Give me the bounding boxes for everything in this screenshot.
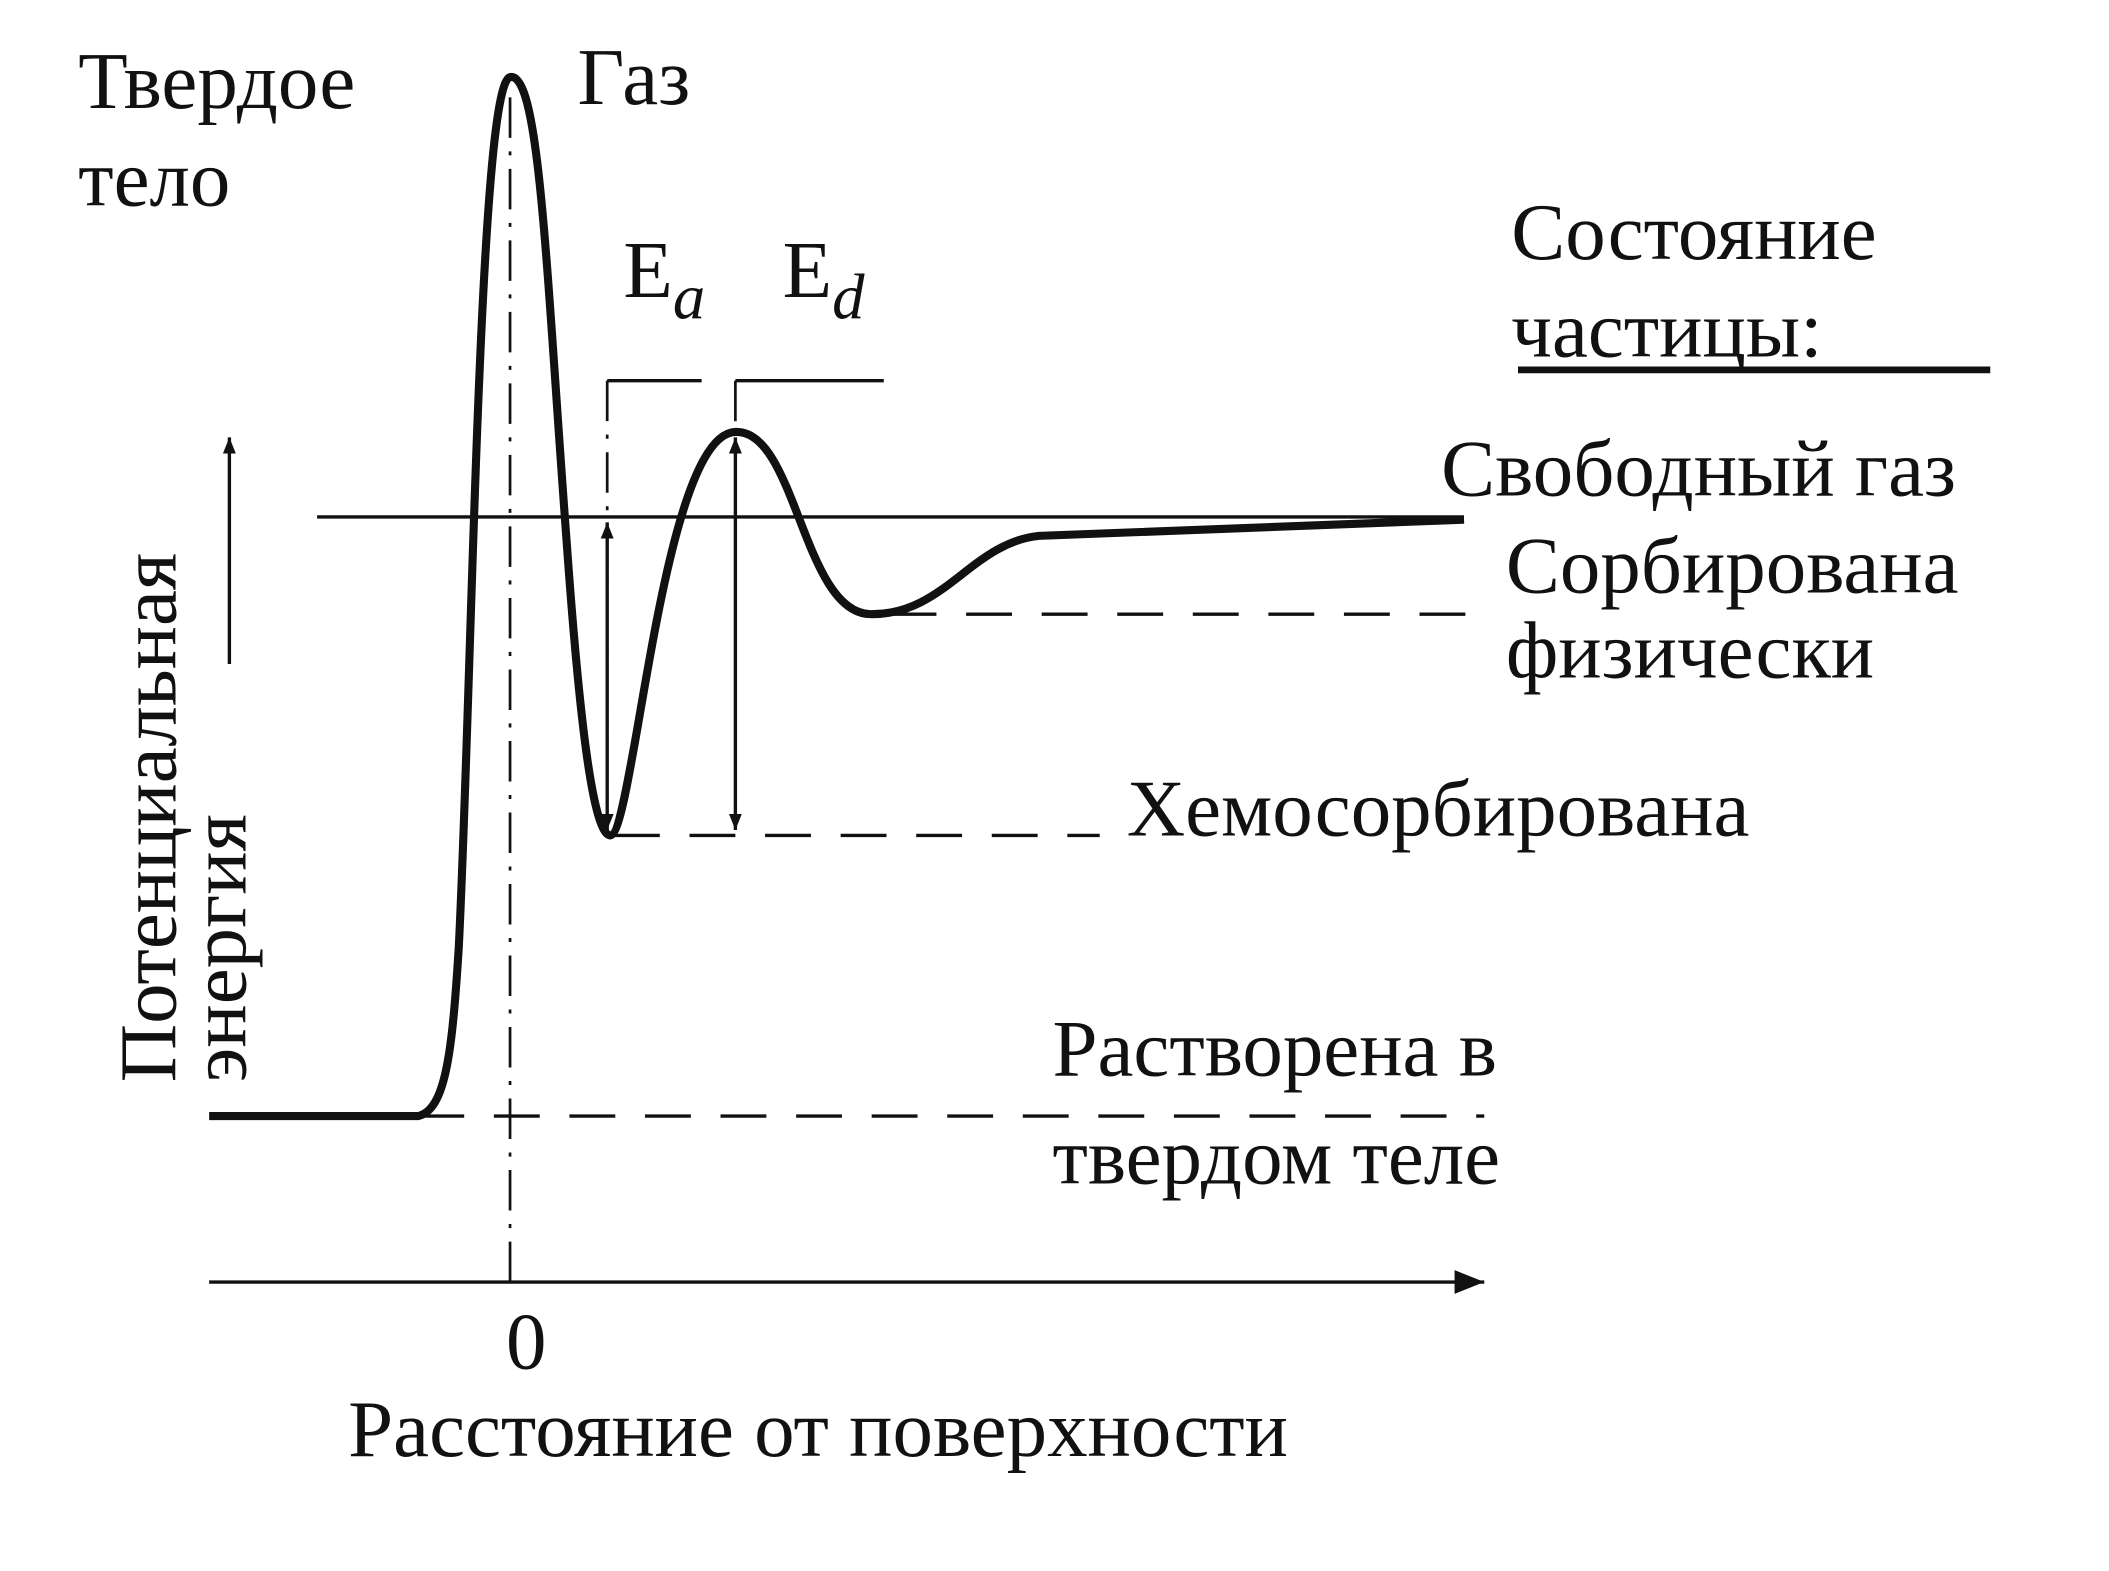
y-axis-label: энергия <box>174 814 264 1082</box>
ea-symbol: E <box>623 225 672 315</box>
y-axis-label: Потенциальная <box>103 553 193 1083</box>
ed-symbol: E <box>783 225 832 315</box>
solid-label: Твердое <box>78 36 355 126</box>
solid-label: тело <box>78 133 230 223</box>
potential-curve <box>209 73 1465 1121</box>
ed-label: Ed <box>783 225 865 334</box>
x-axis-label: Расстояние от поверхности <box>348 1384 1288 1474</box>
physisorbed-label: физически <box>1506 606 1874 696</box>
state-title: частицы: <box>1511 284 1822 374</box>
chemisorbed-label: Хемосорбирована <box>1127 763 1750 853</box>
gas-label: Газ <box>578 32 691 122</box>
x-origin-label: 0 <box>506 1296 546 1386</box>
ea-subscript: a <box>673 262 705 334</box>
state-title: Состояние <box>1511 187 1876 277</box>
dissolved-label: Растворена в <box>1052 1004 1496 1094</box>
dissolved-label: твердом теле <box>1052 1112 1500 1202</box>
ed-subscript: d <box>832 262 865 334</box>
ea-label: Ea <box>623 225 705 334</box>
free-gas-label: Свободный газ <box>1441 423 1956 513</box>
physisorbed-label: Сорбирована <box>1506 521 1959 611</box>
